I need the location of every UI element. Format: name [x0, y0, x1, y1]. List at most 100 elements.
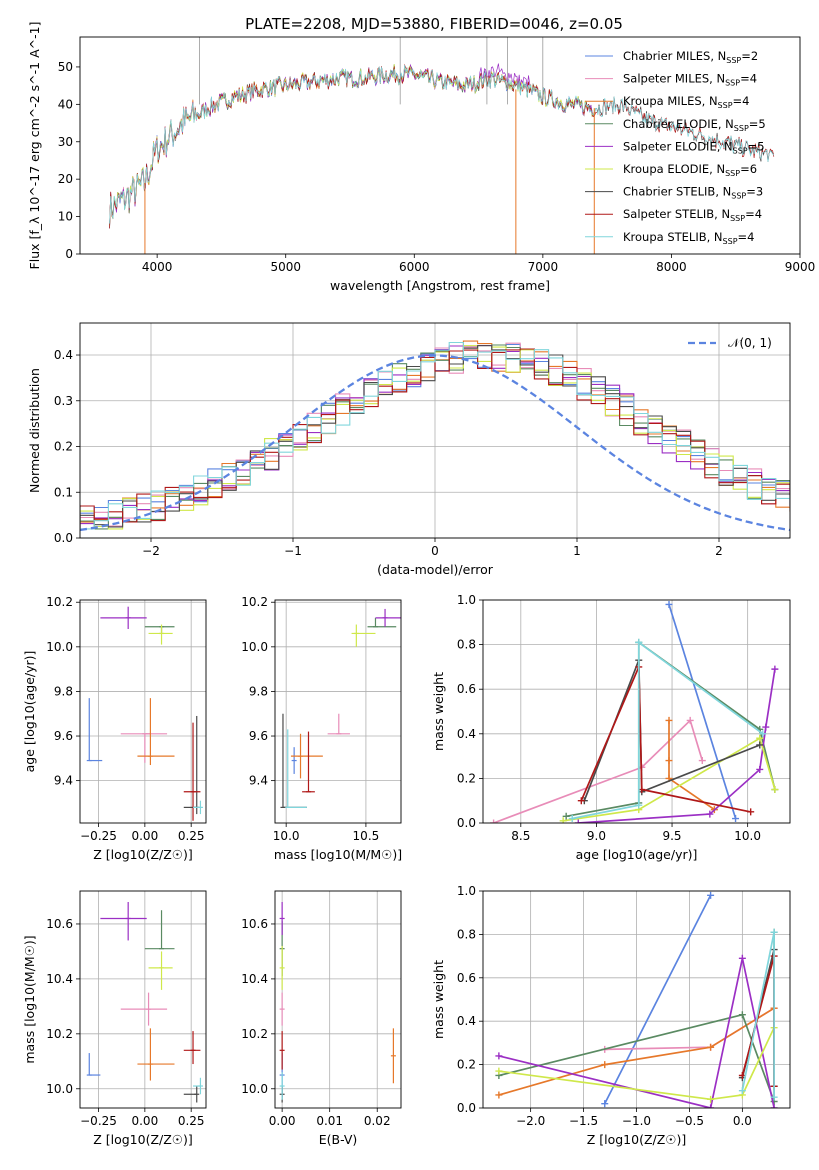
- weight-series-5: [563, 737, 776, 822]
- y-tick-label: 0.0: [54, 531, 73, 545]
- figure-title: PLATE=2208, MJD=53880, FIBERID=0046, z=0…: [245, 15, 623, 33]
- weight-point-marker: [770, 1104, 778, 1108]
- weight-point-marker: [601, 1100, 609, 1108]
- error-bar-1: [327, 713, 350, 735]
- y-tick-label: 9.8: [54, 684, 73, 698]
- y-tick-label: 10.2: [241, 1027, 268, 1041]
- weight-point-marker: [635, 801, 643, 809]
- x-tick-label: 0.00: [269, 1114, 296, 1128]
- weight-point-marker: [686, 716, 694, 724]
- mass-vs-ebv-panel: 0.00 0.01 0.02 10.0 10.2 10.4 10.6 E(B-V): [241, 890, 402, 1147]
- x-tick-label: −0.5: [675, 1114, 704, 1128]
- axes-frame: [274, 599, 402, 824]
- grid: [275, 600, 401, 823]
- legend-label-0: Chabrier MILES, NSSP=2: [623, 49, 758, 65]
- axes-frame: [79, 36, 801, 255]
- y-tick-label: 0.4: [54, 348, 73, 362]
- grid: [80, 891, 206, 1108]
- x-tick-label: 7000: [528, 260, 559, 274]
- y-axis-label: mass [log10(M/M☉)]: [22, 935, 37, 1063]
- weight-point-marker: [747, 808, 755, 816]
- legend-label-1: Salpeter MILES, NSSP=4: [623, 72, 757, 88]
- x-tick-label: −1.0: [622, 1114, 651, 1128]
- legend-subscript: SSP: [733, 146, 748, 155]
- plot-area: [80, 340, 790, 532]
- plot-area: [490, 600, 779, 823]
- y-tick-label: 30: [58, 135, 73, 149]
- weight-point-marker: [707, 1104, 715, 1108]
- y-tick-label: 0.8: [457, 927, 476, 941]
- error-bar-5: [279, 945, 285, 990]
- grid: [275, 891, 401, 1108]
- legend-label-7: Salpeter STELIB, NSSP=4: [623, 207, 762, 223]
- legend-count: =5: [749, 117, 766, 131]
- weight-point-marker: [756, 741, 764, 749]
- x-tick-label: 5000: [270, 260, 301, 274]
- legend-label-2: Kroupa MILES, NSSP=4: [623, 94, 749, 110]
- y-tick-label: 10.0: [241, 1082, 268, 1096]
- x-tick-label: 9000: [785, 260, 816, 274]
- error-bar-2: [390, 1028, 396, 1084]
- x-axis-label: age [log10(age/yr)]: [576, 847, 698, 862]
- legend-label-4: Salpeter ELODIE, NSSP=5: [623, 139, 765, 155]
- error-bar-2: [290, 733, 323, 779]
- y-tick-label: 0.3: [54, 394, 73, 408]
- weight-vs-age-panel: 8.5 9.0 9.5 10.0 0.0 0.2 0.4 0.6 0.8 1.0 age [log1…: [431, 593, 791, 862]
- y-axis-label: Normed distribution: [27, 368, 42, 493]
- x-tick-label: 9.0: [587, 829, 606, 843]
- weight-point-marker: [698, 757, 706, 765]
- legend-label-6: Chabrier STELIB, NSSP=3: [623, 185, 763, 201]
- y-tick-label: 9.8: [249, 684, 268, 698]
- y-tick-label: 0: [65, 247, 73, 261]
- y-tick-label: 0.4: [457, 727, 476, 741]
- error-bar-4: [100, 901, 147, 941]
- error-bar-6: [148, 624, 173, 645]
- weight-series-2: [668, 720, 715, 811]
- plot-area: [280, 608, 401, 808]
- x-tick-label: 0.0: [733, 1114, 752, 1128]
- legend-count: =4: [738, 230, 755, 244]
- weight-point-marker: [771, 786, 779, 794]
- error-bar-8: [285, 729, 307, 808]
- error-bar-8: [279, 1072, 285, 1100]
- x-tick-label: 4000: [142, 260, 173, 274]
- y-tick-label: 0.4: [457, 1014, 476, 1028]
- weight-series-0: [668, 604, 737, 819]
- y-axis-label: mass weight: [431, 960, 446, 1039]
- normal-curve: [80, 354, 790, 532]
- weight-series-7: [580, 666, 751, 813]
- weight-point-marker: [574, 819, 582, 823]
- x-axis-label: Z [log10(Z/Z☉)]: [93, 847, 193, 862]
- x-tick-label: 0.01: [316, 1114, 343, 1128]
- x-axis-label: Z [log10(Z/Z☉)]: [587, 1132, 687, 1147]
- x-axis-label: (data-model)/error: [377, 562, 494, 577]
- plot-area: [495, 891, 778, 1108]
- y-tick-label: 10.2: [46, 1027, 73, 1041]
- axes-frame: [482, 599, 791, 824]
- legend-subscript: SSP: [725, 79, 740, 88]
- axes-frame: [79, 322, 791, 539]
- legend-count: =3: [746, 185, 763, 199]
- y-tick-label: 10: [58, 210, 73, 224]
- weight-point-marker: [495, 1091, 503, 1099]
- x-tick-label: 10.5: [353, 829, 380, 843]
- y-tick-label: 0.1: [54, 485, 73, 499]
- legend-subscript: SSP: [730, 214, 745, 223]
- weight-vs-metallicity-panel: −2.0 −1.5 −1.0 −0.5 0.0 0.0 0.2 0.4 0.6 0.8 1.0 Z […: [431, 884, 791, 1147]
- weight-series-5: [498, 1027, 775, 1101]
- weight-point-marker: [495, 1052, 503, 1060]
- y-tick-label: 0.2: [457, 771, 476, 785]
- error-bar-5: [351, 624, 376, 647]
- weight-point-marker: [707, 891, 715, 899]
- error-bar-2: [137, 1028, 175, 1081]
- y-tick-label: 0.0: [457, 816, 476, 830]
- axes-frame: [482, 890, 791, 1109]
- y-axis-label: Flux [f_λ 10^-17 erg cm^-2 s^-1 A^-1]: [27, 22, 42, 270]
- error-bar-0: [86, 698, 103, 762]
- weight-point-marker: [706, 810, 714, 818]
- weight-point-marker: [738, 1011, 746, 1019]
- legend-label-3: Chabrier ELODIE, NSSP=5: [623, 117, 766, 133]
- x-tick-label: 9.5: [662, 829, 681, 843]
- x-tick-label: 6000: [399, 260, 430, 274]
